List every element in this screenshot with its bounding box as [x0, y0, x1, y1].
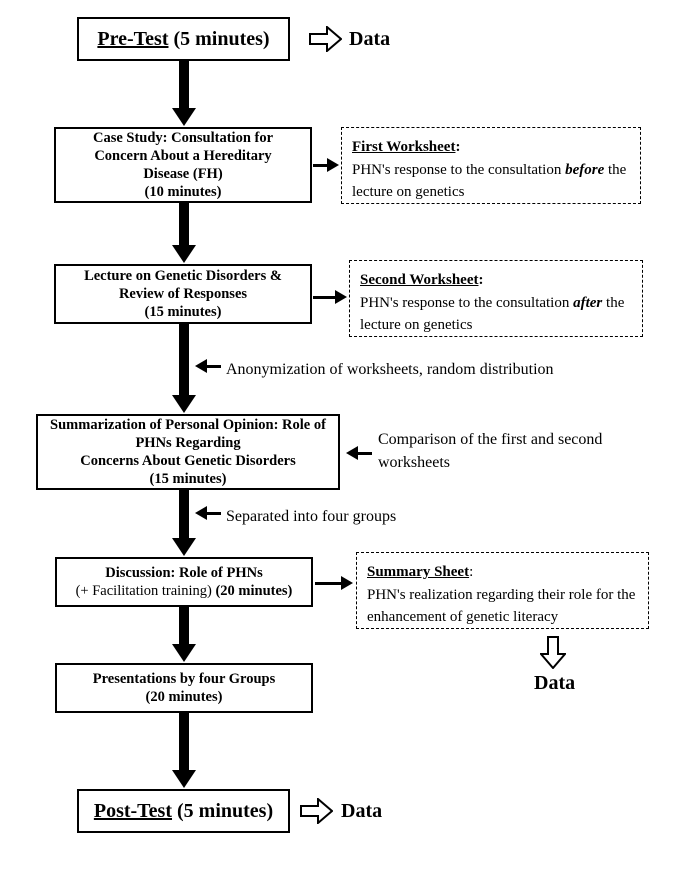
arrow-left-icon — [346, 446, 372, 460]
arrow-left-icon — [195, 506, 221, 520]
ws1-body: PHN's response to the consultation befor… — [352, 162, 626, 201]
arrow-right-icon — [313, 290, 347, 304]
hollow-arrow-right-icon — [300, 798, 333, 824]
arrow-down-icon — [179, 61, 189, 108]
data-label-2: Data — [534, 672, 575, 695]
ss-title: Summary Sheet — [367, 564, 469, 580]
annot-anon: Anonymization of worksheets, random dist… — [226, 358, 554, 381]
summary-text: Summarization of Personal Opinion: Role … — [50, 416, 326, 489]
arrow-down-icon — [179, 607, 189, 644]
ws2-body: PHN's response to the consultation after… — [360, 295, 624, 334]
arrow-right-icon — [315, 576, 353, 590]
summary-sheet: Summary Sheet: PHN's realization regardi… — [356, 552, 649, 629]
box-summary: Summarization of Personal Opinion: Role … — [36, 414, 340, 490]
annot-separated: Separated into four groups — [226, 505, 396, 528]
data-label-1: Data — [349, 28, 390, 51]
box-lecture: Lecture on Genetic Disorders & Review of… — [54, 264, 312, 324]
arrow-head-icon — [172, 644, 196, 662]
arrow-left-icon — [195, 359, 221, 373]
box-pretest: Pre-Test (5 minutes) — [77, 17, 290, 61]
ws1-title: First Worksheet — [352, 139, 455, 155]
hollow-arrow-right-icon — [309, 26, 342, 52]
arrow-head-icon — [172, 245, 196, 263]
arrow-head-icon — [172, 538, 196, 556]
lecture-text: Lecture on Genetic Disorders & Review of… — [84, 267, 282, 321]
worksheet-first: First Worksheet: PHN's response to the c… — [341, 127, 641, 204]
arrow-down-icon — [179, 490, 189, 538]
arrow-right-icon — [313, 158, 339, 172]
box-case-study: Case Study: Consultation for Concern Abo… — [54, 127, 312, 203]
arrow-head-icon — [172, 395, 196, 413]
box-discussion: Discussion: Role of PHNs (+ Facilitation… — [55, 557, 313, 607]
box-posttest: Post-Test (5 minutes) — [77, 789, 290, 833]
arrow-head-icon — [172, 108, 196, 126]
posttest-text: Post-Test (5 minutes) — [94, 799, 273, 824]
arrow-head-icon — [172, 770, 196, 788]
discussion-text: Discussion: Role of PHNs (+ Facilitation… — [76, 564, 293, 600]
hollow-arrow-down-icon — [540, 636, 566, 669]
worksheet-second: Second Worksheet: PHN's response to the … — [349, 260, 643, 337]
data-label-3: Data — [341, 800, 382, 823]
ss-body: PHN's realization regarding their role f… — [367, 587, 635, 626]
presentations-text: Presentations by four Groups (20 minutes… — [93, 670, 275, 706]
arrow-down-icon — [179, 713, 189, 770]
arrow-down-icon — [179, 324, 189, 395]
ws2-title: Second Worksheet — [360, 272, 478, 288]
annot-compare: Comparison of the first and second works… — [378, 428, 618, 474]
pretest-text: Pre-Test (5 minutes) — [97, 27, 269, 52]
arrow-down-icon — [179, 203, 189, 245]
case-text: Case Study: Consultation for Concern Abo… — [93, 129, 273, 202]
box-presentations: Presentations by four Groups (20 minutes… — [55, 663, 313, 713]
